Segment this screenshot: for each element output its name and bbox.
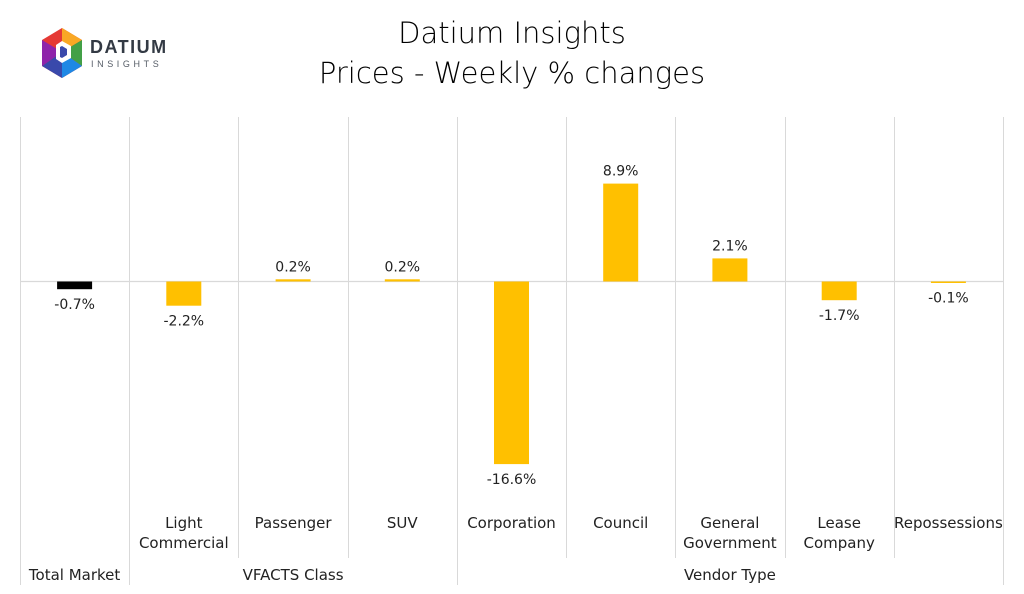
category-label: Government bbox=[683, 534, 777, 552]
datium-logo: DATIUM INSIGHTS bbox=[38, 26, 188, 82]
group-label: Total Market bbox=[28, 566, 120, 584]
category-label: Lease bbox=[817, 514, 861, 532]
chart-subtitle: Prices - Weekly % changes bbox=[318, 56, 706, 90]
bar bbox=[821, 281, 857, 301]
data-label: -0.1% bbox=[928, 291, 969, 307]
category-label: Commercial bbox=[139, 534, 229, 552]
data-label: -0.7% bbox=[54, 297, 95, 313]
data-label: 0.2% bbox=[385, 259, 421, 275]
bar bbox=[275, 279, 311, 282]
data-label: -16.6% bbox=[487, 472, 537, 488]
group-label: VFACTS Class bbox=[243, 566, 344, 584]
data-label: 2.1% bbox=[712, 238, 748, 254]
datium-hexagon-icon bbox=[42, 28, 82, 78]
data-label: -1.7% bbox=[819, 308, 860, 324]
chart-title: Datium Insights bbox=[398, 16, 626, 50]
bar bbox=[494, 281, 529, 465]
category-label: Light bbox=[165, 514, 203, 532]
bar bbox=[603, 183, 639, 282]
category-label: Corporation bbox=[467, 514, 556, 532]
data-label: -2.2% bbox=[163, 314, 204, 330]
bar bbox=[166, 281, 202, 306]
category-label: Council bbox=[593, 514, 648, 532]
category-label: General bbox=[700, 514, 759, 532]
bar bbox=[57, 281, 93, 290]
category-label: SUV bbox=[387, 514, 419, 532]
category-label: Company bbox=[804, 534, 875, 552]
group-label: Vendor Type bbox=[684, 566, 776, 584]
category-label: Passenger bbox=[255, 514, 333, 532]
bar bbox=[930, 281, 966, 283]
bar bbox=[384, 279, 420, 282]
logo-wordmark: DATIUM bbox=[90, 37, 168, 57]
logo-subtitle: INSIGHTS bbox=[91, 59, 163, 69]
category-label: Repossessions bbox=[894, 514, 1003, 532]
bar bbox=[712, 258, 748, 282]
data-label: 8.9% bbox=[603, 164, 639, 180]
data-label: 0.2% bbox=[275, 259, 311, 275]
